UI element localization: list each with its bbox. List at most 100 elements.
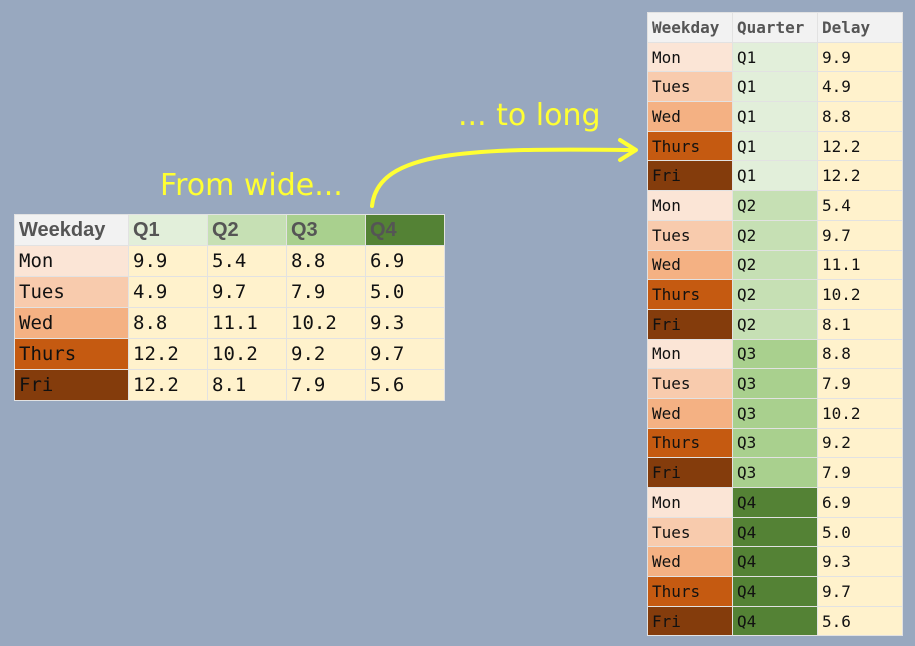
quarter-cell: Q1 <box>732 41 818 73</box>
long-table: Weekday Quarter Delay Mon Q1 9.9 Tues Q1 4.9 W… <box>647 12 903 637</box>
quarter-cell: Q1 <box>732 71 818 103</box>
long-table-row: Tues Q1 4.9 <box>647 71 903 103</box>
value-cell: 4.9 <box>128 276 208 308</box>
weekday-cell: Thurs <box>14 338 129 370</box>
weekday-cell: Fri <box>647 605 733 637</box>
quarter-cell: Q4 <box>732 487 818 518</box>
value-cell: 9.7 <box>207 276 287 308</box>
weekday-cell: Mon <box>647 487 733 518</box>
value-cell: 10.2 <box>286 307 366 339</box>
quarter-cell: Q4 <box>732 576 818 607</box>
delay-cell: 10.2 <box>817 397 903 429</box>
value-cell: 7.9 <box>286 369 366 401</box>
delay-cell: 5.4 <box>817 190 903 221</box>
value-cell: 9.9 <box>128 245 208 277</box>
arrow-curve <box>370 147 634 208</box>
weekday-cell: Mon <box>14 245 129 277</box>
weekday-cell: Fri <box>647 308 733 340</box>
quarter-cell: Q3 <box>732 397 818 429</box>
delay-cell: 10.2 <box>817 279 903 310</box>
delay-cell: 8.8 <box>817 101 903 132</box>
delay-cell: 4.9 <box>817 71 903 103</box>
delay-cell: 9.7 <box>817 219 903 251</box>
quarter-cell: Q2 <box>732 279 818 310</box>
delay-cell: 9.3 <box>817 546 903 578</box>
weekday-cell: Thurs <box>647 427 733 459</box>
long-table-row: Fri Q1 12.2 <box>647 160 903 192</box>
weekday-cell: Mon <box>647 41 733 73</box>
quarter-cell: Q3 <box>732 427 818 459</box>
weekday-cell: Thurs <box>647 130 733 162</box>
weekday-cell: Tues <box>647 71 733 103</box>
long-table-row: Wed Q1 8.8 <box>647 101 903 132</box>
to-long-label: ... to long <box>458 98 601 133</box>
long-table-row: Tues Q4 5.0 <box>647 516 903 548</box>
delay-cell: 7.9 <box>817 457 903 488</box>
quarter-cell: Q4 <box>732 516 818 548</box>
weekday-cell: Tues <box>647 219 733 251</box>
wide-header-weekday: Weekday <box>14 214 129 246</box>
long-table-row: Mon Q1 9.9 <box>647 41 903 73</box>
long-table-row: Thurs Q2 10.2 <box>647 279 903 310</box>
weekday-cell: Wed <box>14 307 129 339</box>
value-cell: 5.6 <box>365 369 445 401</box>
delay-cell: 8.8 <box>817 338 903 370</box>
long-table-row: Fri Q4 5.6 <box>647 605 903 637</box>
quarter-cell: Q4 <box>732 605 818 637</box>
long-header-delay: Delay <box>817 12 903 43</box>
arrow-head <box>618 138 638 162</box>
wide-table-row: Thurs 12.2 10.2 9.2 9.7 <box>14 338 445 370</box>
from-wide-label: From wide... <box>160 168 343 203</box>
wide-table: Weekday Q1 Q2 Q3 Q4 Mon 9.9 5.4 8.8 6.9 … <box>14 214 445 401</box>
value-cell: 8.8 <box>128 307 208 339</box>
quarter-cell: Q4 <box>732 546 818 578</box>
weekday-cell: Mon <box>647 190 733 221</box>
wide-header-row: Weekday Q1 Q2 Q3 Q4 <box>14 214 445 246</box>
wide-table-row: Mon 9.9 5.4 8.8 6.9 <box>14 245 445 277</box>
long-table-row: Tues Q3 7.9 <box>647 368 903 399</box>
quarter-cell: Q3 <box>732 457 818 488</box>
delay-cell: 5.0 <box>817 516 903 548</box>
delay-cell: 12.2 <box>817 130 903 162</box>
value-cell: 8.8 <box>286 245 366 277</box>
wide-header-q3: Q3 <box>286 214 366 246</box>
value-cell: 5.4 <box>207 245 287 277</box>
value-cell: 6.9 <box>365 245 445 277</box>
delay-cell: 5.6 <box>817 605 903 637</box>
value-cell: 9.2 <box>286 338 366 370</box>
long-table-row: Mon Q3 8.8 <box>647 338 903 370</box>
delay-cell: 11.1 <box>817 249 903 281</box>
value-cell: 11.1 <box>207 307 287 339</box>
value-cell: 9.3 <box>365 307 445 339</box>
long-table-row: Thurs Q4 9.7 <box>647 576 903 607</box>
long-table-row: Thurs Q1 12.2 <box>647 130 903 162</box>
long-table-row: Wed Q4 9.3 <box>647 546 903 578</box>
weekday-cell: Tues <box>14 276 129 308</box>
quarter-cell: Q2 <box>732 219 818 251</box>
value-cell: 9.7 <box>365 338 445 370</box>
quarter-cell: Q1 <box>732 101 818 132</box>
value-cell: 12.2 <box>128 369 208 401</box>
wide-header-q2: Q2 <box>207 214 287 246</box>
wide-header-q4: Q4 <box>365 214 445 246</box>
long-table-row: Wed Q3 10.2 <box>647 397 903 429</box>
value-cell: 5.0 <box>365 276 445 308</box>
delay-cell: 8.1 <box>817 308 903 340</box>
delay-cell: 9.2 <box>817 427 903 459</box>
quarter-cell: Q2 <box>732 308 818 340</box>
value-cell: 12.2 <box>128 338 208 370</box>
wide-table-row: Tues 4.9 9.7 7.9 5.0 <box>14 276 445 308</box>
long-table-body: Mon Q1 9.9 Tues Q1 4.9 Wed Q1 8.8 Thurs Q1 12.2 Fri Q… <box>647 41 903 637</box>
long-table-row: Thurs Q3 9.2 <box>647 427 903 459</box>
quarter-cell: Q2 <box>732 249 818 281</box>
weekday-cell: Thurs <box>647 576 733 607</box>
long-table-row: Mon Q4 6.9 <box>647 487 903 518</box>
long-header-quarter: Quarter <box>732 12 818 43</box>
delay-cell: 9.7 <box>817 576 903 607</box>
weekday-cell: Fri <box>14 369 129 401</box>
weekday-cell: Thurs <box>647 279 733 310</box>
weekday-cell: Tues <box>647 516 733 548</box>
quarter-cell: Q2 <box>732 190 818 221</box>
weekday-cell: Wed <box>647 397 733 429</box>
